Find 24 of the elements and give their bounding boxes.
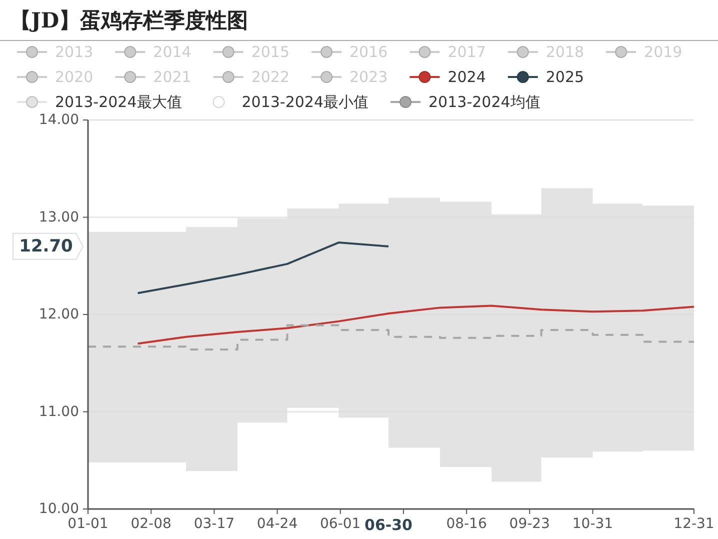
x-tick-label: 01-01 [68,516,108,532]
y-tick-label: 12.00 [38,306,79,322]
y-tick-label: 14.00 [38,112,79,128]
x-tick-label: 02-08 [130,516,172,532]
legend-label: 2024 [448,68,486,86]
y-tick-label: 11.00 [38,404,79,420]
legend-label: 2025 [546,68,584,86]
x-tick-label: 04-24 [256,516,298,532]
x-tick-label: 09-23 [509,516,550,532]
legend-label: 2013-2024均值 [428,93,540,111]
line-series [136,304,695,345]
x-tick-label: 12-31 [674,516,714,532]
y-tick-label: 10.00 [38,501,79,517]
legend-label: 2013-2024最大值 [55,93,182,111]
text: 12.70 [19,236,74,256]
y-tick-label: 13.00 [38,209,79,226]
x-tick-label: 06-01 [320,516,361,532]
line-series [136,242,390,294]
x-tick-label: 08-16 [446,516,487,532]
chart-title: 【JD】蛋鸡存栏季度性图 [10,8,248,32]
x-tick-label: 10-31 [572,516,614,532]
legend-label: 2013-2024最小值 [242,93,369,111]
x-tick-label: 03-17 [194,516,235,532]
text: 06-30 [364,516,412,534]
